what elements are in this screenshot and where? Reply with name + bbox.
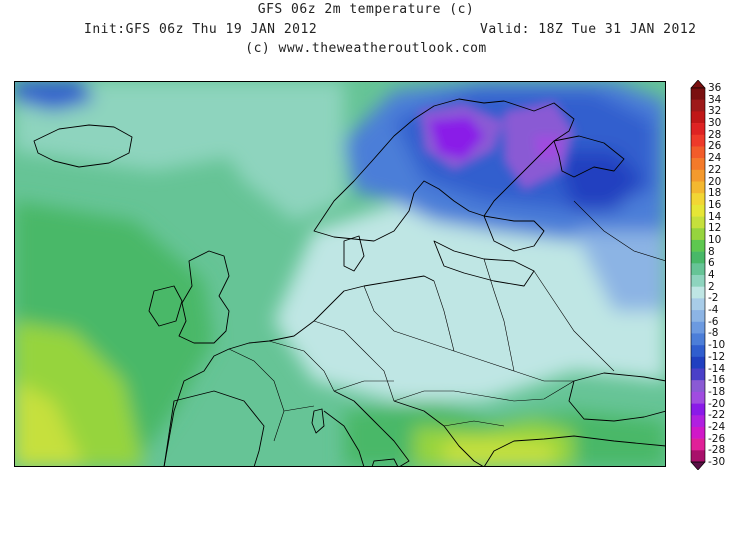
colorbar-arrow-top [690,80,706,89]
colorbar-swatch [691,204,705,217]
colorbar-swatch [691,403,705,416]
colorbar-label: 20 [708,175,722,188]
colorbar-label: 28 [708,128,722,141]
credit-line: (c) www.theweatheroutlook.com [245,41,487,56]
colorbar-swatch [691,146,705,159]
colorbar-swatch [691,415,705,428]
colorbar-label: 30 [708,117,722,130]
colorbar-label: 12 [708,222,722,235]
colorbar-swatch [691,298,705,311]
colorbar-swatch [691,450,705,463]
colorbar-label: -30 [708,456,726,468]
colorbar-label: -24 [708,420,726,433]
colorbar-swatch [691,181,705,194]
valid-time: Valid: 18Z Tue 31 JAN 2012 [480,22,697,37]
colorbar-swatch [691,88,705,100]
colorbar-label: 8 [708,245,715,258]
colorbar-swatch [691,286,705,299]
colorbar-swatch [691,380,705,393]
colorbar-label: -20 [708,397,726,410]
colorbar-label: -6 [708,315,719,328]
colorbar-swatch [691,216,705,229]
colorbar-label: 6 [708,257,715,270]
colorbar-swatch [691,345,705,358]
colorbar-swatch [691,169,705,182]
colorbar-label: -8 [708,327,719,340]
colorbar-label: 18 [708,187,722,200]
colorbar-swatch [691,356,705,369]
country-borders [228,200,666,442]
map-title: GFS 06z 2m temperature (c) [257,2,475,17]
colorbar-label: -10 [708,339,726,352]
colorbar-label: 24 [708,152,722,165]
colorbar-swatch [691,111,705,124]
colorbar-label: -16 [708,374,726,387]
colorbar-label: 22 [708,163,722,176]
colorbar-arrow-bottom [690,461,706,470]
colorbar-swatch [691,158,705,171]
temperature-colorbar [690,80,706,470]
colorbar-swatch [691,239,705,252]
colorbar-label: 32 [708,105,722,118]
colorbar-label: 14 [708,210,722,223]
colorbar-label: -4 [708,304,719,317]
colorbar-swatch [691,368,705,381]
colorbar-swatch [691,438,705,451]
colorbar-label: -26 [708,432,726,445]
colorbar-swatch [691,333,705,346]
colorbar-swatch [691,193,705,206]
colorbar-labels: 36 34 32 30 28 26 24 22 20 18 16 14 12 10 8 6 4 2 -2 -4 -6 -8… [706,80,732,470]
colorbar-label: 36 [708,82,722,94]
colorbar-swatch [691,251,705,264]
colorbar-swatch [691,263,705,276]
colorbar-label: 10 [708,233,722,246]
colorbar-label: -28 [708,444,726,457]
colorbar-swatch [691,123,705,136]
colorbar-label: -12 [708,350,726,363]
colorbar-label: 4 [708,269,715,281]
colorbar-label: 16 [708,198,722,211]
colorbar-swatch [691,391,705,404]
colorbar-swatch [691,321,705,334]
colorbar-label: -14 [708,362,726,375]
colorbar-swatch [691,134,705,147]
coastlines [33,98,666,467]
colorbar-label: 2 [708,280,715,293]
colorbar-swatch [691,310,705,323]
colorbar-label: -18 [708,385,726,398]
colorbar-swatch [691,275,705,287]
colorbar-label: 34 [708,93,722,106]
temperature-field [14,81,666,467]
colorbar-label: -2 [708,292,719,305]
colorbar-swatch [691,228,705,241]
colorbar-swatch [691,426,705,439]
temperature-map [14,81,666,467]
colorbar-frame [690,87,706,463]
colorbar-swatch [691,99,705,112]
colorbar-label: -22 [708,409,726,422]
colorbar-label: 26 [708,140,722,153]
init-time: Init:GFS 06z Thu 19 JAN 2012 [84,22,318,37]
